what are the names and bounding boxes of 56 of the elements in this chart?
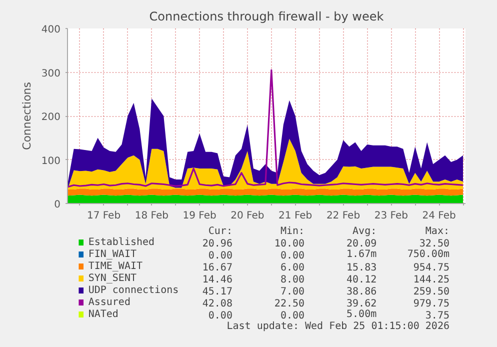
text: 750.00m — [407, 249, 450, 260]
text: 39.62 — [346, 298, 377, 310]
text: 3.75 — [425, 310, 450, 322]
text: 144.25 — [413, 274, 450, 286]
text: 8.00 — [280, 274, 305, 286]
text: 45.17 — [202, 286, 232, 298]
text: 42.08 — [202, 298, 232, 310]
y-tick-label: 400 — [41, 24, 61, 36]
legend-label: Assured — [88, 297, 130, 308]
text: 16.67 — [202, 262, 232, 274]
text: 259.50 — [413, 286, 450, 298]
text: Last update: Wed Feb 25 01:15:00 2026 — [226, 321, 450, 332]
text: 40.12 — [346, 274, 377, 286]
legend-label: UDP connections — [88, 285, 179, 296]
text: 0.00 — [280, 250, 305, 262]
legend-label: TIME_WAIT — [88, 261, 143, 272]
text: 6.00 — [280, 262, 305, 274]
text: 22.50 — [274, 298, 305, 310]
chart-title: Connections through firewall - by week — [149, 10, 384, 24]
y-tick-label: 100 — [41, 156, 61, 167]
y-axis-title: Connections — [20, 82, 34, 150]
x-tick-label: 20 Feb — [230, 210, 264, 222]
text: 32.50 — [419, 238, 450, 250]
x-tick-label: 19 Feb — [182, 210, 216, 222]
x-tick-label: 23 Feb — [374, 210, 408, 222]
x-tick-label: 21 Feb — [278, 210, 312, 222]
text: 0.00 — [208, 250, 232, 262]
x-tick-label: 18 Feb — [134, 210, 168, 222]
text: Cur: — [208, 226, 232, 237]
text: 5.00m — [346, 309, 377, 320]
text: 15.83 — [346, 262, 377, 274]
legend-label: FIN_WAIT — [88, 249, 136, 260]
text: 7.00 — [280, 286, 305, 298]
text: Max: — [425, 226, 450, 237]
y-tick-label: 200 — [41, 112, 61, 123]
text: 38.86 — [346, 286, 377, 298]
text: 20.09 — [346, 238, 377, 250]
x-tick-label: 22 Feb — [326, 210, 360, 222]
legend-label: NATed — [88, 309, 118, 320]
legend-label: Established — [88, 237, 155, 248]
y-tick-label: 300 — [41, 68, 61, 80]
x-tick-label: 17 Feb — [86, 210, 121, 222]
legend-label: SYN_SENT — [88, 273, 136, 284]
y-tick-label: 0 — [54, 200, 61, 210]
line-series — [68, 69, 464, 188]
text: 979.75 — [413, 298, 450, 310]
text: 954.75 — [413, 262, 450, 274]
x-tick-label: 24 Feb — [422, 210, 456, 222]
text: 10.00 — [274, 238, 305, 250]
text: 0.00 — [280, 310, 305, 322]
text: 14.46 — [202, 274, 232, 286]
text: Min: — [280, 226, 305, 237]
text: Avg: — [352, 226, 377, 237]
text: 1.67m — [346, 249, 377, 260]
text: 20.96 — [202, 238, 232, 250]
text: 0.00 — [208, 310, 232, 322]
